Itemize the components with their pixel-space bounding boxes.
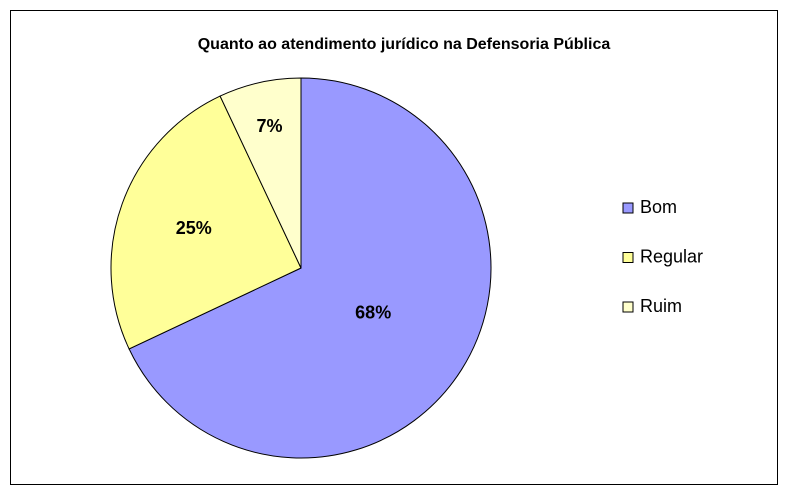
legend-label: Bom <box>640 197 677 217</box>
chart-title: Quanto ao atendimento jurídico na Defens… <box>198 36 611 53</box>
pie-slice <box>128 77 492 459</box>
data-label: 68% <box>355 303 391 323</box>
pie-slice <box>110 95 302 350</box>
legend-swatch <box>622 252 634 263</box>
pie-slice <box>219 77 302 269</box>
legend-label: Regular <box>640 246 703 266</box>
legend-swatch <box>622 202 634 214</box>
legend-label: Ruim <box>640 296 682 316</box>
data-label: 7% <box>256 116 282 136</box>
data-label: 25% <box>176 218 212 238</box>
legend-swatch <box>622 301 634 313</box>
